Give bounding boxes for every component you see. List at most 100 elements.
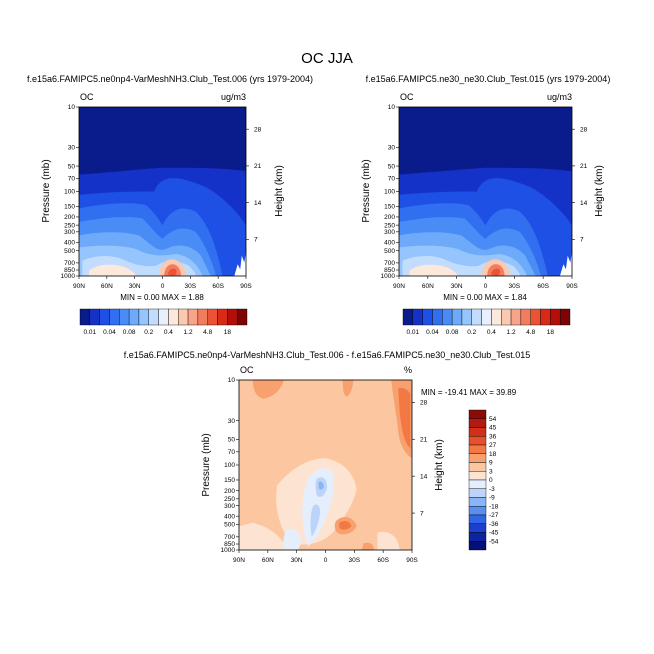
x-tick-label: 90N [233,557,245,564]
x-tick-label: 90N [393,283,405,290]
y2-tick-label: 21 [254,163,262,170]
panel-variable-label: OC [80,92,94,102]
colorbar-swatch [451,308,463,326]
y-tick-label: 200 [384,214,395,221]
colorbar-label: 0.04 [426,329,439,336]
x-tick-label: 0 [324,557,328,564]
colorbar-swatch [468,523,487,533]
colorbar-swatch [501,308,512,326]
colorbar-swatch [236,308,248,326]
y-tick-label: 250 [224,496,235,503]
colorbar-swatch [468,514,487,524]
x-tick-label: 60N [101,283,113,290]
colorbar-swatch [158,308,169,326]
x-tick-label: 60N [262,557,274,564]
colorbar-label: -36 [489,521,499,528]
x-tick-label: 60S [377,557,389,564]
y-tick-label: 500 [224,522,235,529]
colorbar-swatch [468,462,487,472]
colorbar-swatch [402,308,414,326]
colorbar-label: -27 [489,512,499,519]
colorbar-swatch [510,308,522,326]
contour-band [252,380,284,399]
colorbar-label: 0.01 [406,329,419,336]
y-axis-label: Pressure (mb) [201,433,212,496]
colorbar: 0.01 0.04 0.08 0.2 0.4 1.2 4.8 18 [402,308,571,336]
x-tick-label: 60S [537,283,549,290]
missing-data-region [559,252,572,276]
colorbar-label: 0.08 [446,329,459,336]
y-tick-label: 250 [64,222,75,229]
x-tick-label: 90S [566,283,578,290]
panel-p3: f.e15a6.FAMIPC5.ne0np4-VarMeshNH3.Club_T… [124,350,531,564]
panel-variable-label: OC [400,92,414,102]
figure-title: OC JJA [301,50,353,67]
y2-tick-label: 7 [254,237,258,244]
plot-axes: 1030507010015020025030040050070085010002… [61,104,262,290]
colorbar-label: 18 [489,451,497,458]
y-tick-label: 70 [388,176,396,183]
contour-field [239,380,412,550]
y-tick-label: 50 [68,163,76,170]
colorbar-swatch [148,308,159,326]
colorbar-label: 0.08 [123,329,136,336]
colorbar-label: 0.4 [487,329,496,336]
colorbar-swatch [468,541,487,551]
y-tick-label: 150 [224,477,235,484]
y-tick-label: 400 [224,513,235,520]
y-tick-label: 30 [68,145,76,152]
colorbar-label: 0.01 [83,329,96,336]
contour-field [79,107,246,276]
colorbar-swatch [109,308,120,326]
colorbar-swatch [540,308,551,326]
colorbar-swatch [432,308,443,326]
colorbar-swatch [468,488,487,498]
y-tick-label: 150 [64,204,75,211]
contour-band [409,264,458,276]
colorbar: 0.01 0.04 0.08 0.2 0.4 1.2 4.8 18 [79,308,248,336]
colorbar-swatch [468,497,487,507]
colorbar-swatch [89,308,100,326]
min-max-stats: MIN = 0.00 MAX = 1.84 [443,293,527,302]
colorbar-label: 45 [489,425,497,432]
colorbar-label: -18 [489,503,499,510]
colorbar-label: -9 [489,495,495,502]
y-tick-label: 850 [224,541,235,548]
y2-tick-label: 14 [580,200,588,207]
plot-axes: 1030507010015020025030040050070085010002… [381,104,588,290]
colorbar-label: 36 [489,433,497,440]
colorbar-swatch [138,308,149,326]
y2-tick-label: 7 [420,510,424,517]
y-tick-label: 300 [64,229,75,236]
colorbar-swatch [550,308,561,326]
x-tick-label: 60S [212,283,224,290]
y2-tick-label: 7 [580,237,584,244]
colorbar-swatch [99,308,110,326]
panel-title: f.e15a6.FAMIPC5.ne0np4-VarMeshNH3.Club_T… [124,350,531,360]
y-tick-label: 250 [384,222,395,229]
colorbar-swatch [530,308,541,326]
x-tick-label: 30N [451,283,463,290]
contour-band [89,264,136,276]
y-tick-label: 1000 [381,273,396,280]
colorbar-label: 27 [489,442,497,449]
colorbar-swatch [468,418,487,428]
colorbar-label: 4.8 [526,329,535,336]
colorbar-swatch [227,308,238,326]
colorbar-label: -45 [489,530,499,537]
y2-tick-label: 21 [420,436,428,443]
contour-band [283,528,302,550]
y-tick-label: 10 [388,104,396,111]
y-tick-label: 850 [384,267,395,274]
y-tick-label: 30 [228,418,236,425]
colorbar-swatch [461,308,472,326]
colorbar-label: 0.4 [164,329,173,336]
contour-band [339,521,352,530]
y2-axis-label: Height (km) [434,439,445,491]
panel-variable-label: OC [240,365,254,375]
y-tick-label: 10 [228,377,236,384]
contour-band [239,522,288,550]
y-tick-label: 50 [388,163,396,170]
panel-title: f.e15a6.FAMIPC5.ne30_ne30.Club_Test.015 … [366,74,611,84]
